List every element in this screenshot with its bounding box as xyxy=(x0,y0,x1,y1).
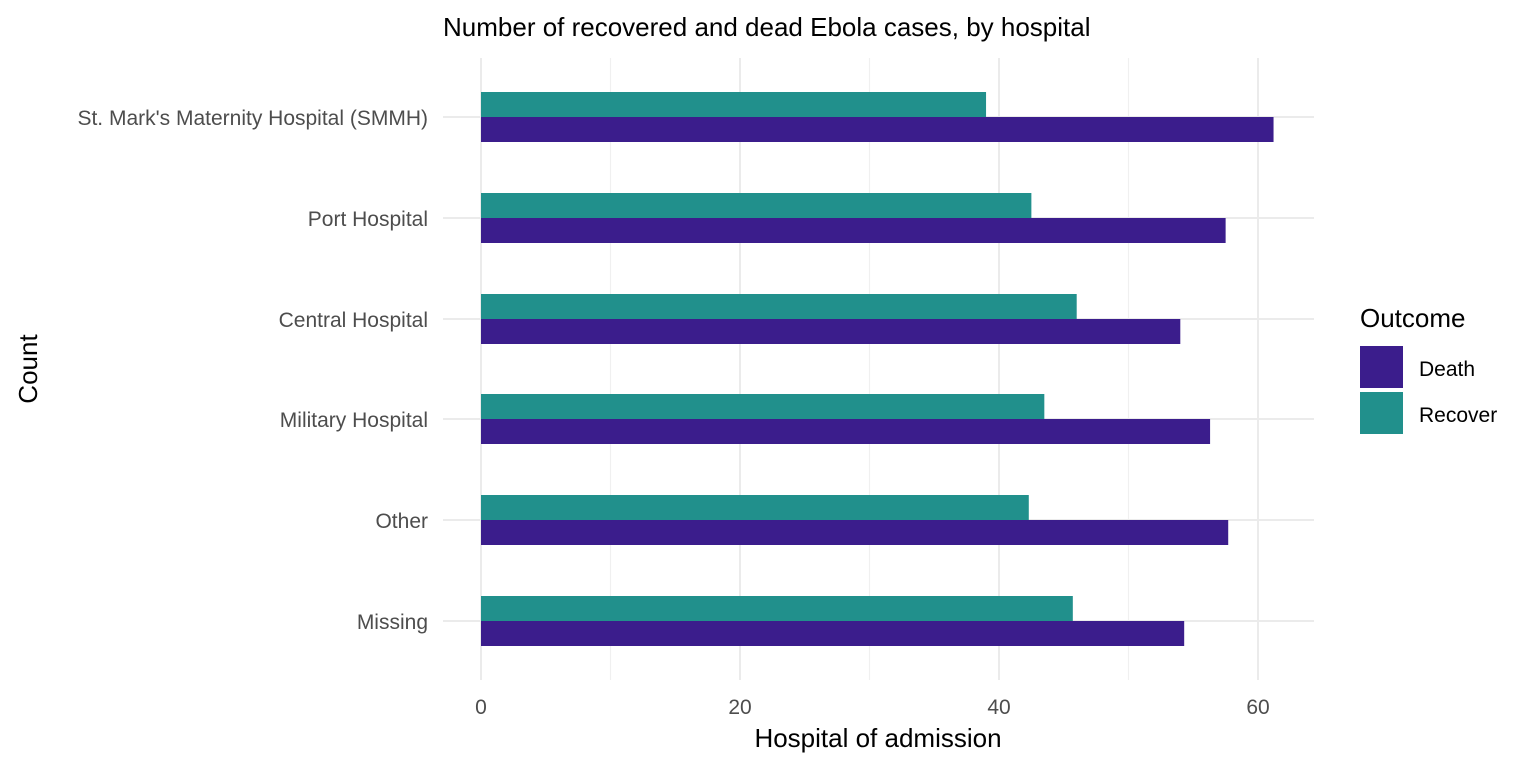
bar-recover xyxy=(481,92,987,117)
legend-items: Death Recover xyxy=(1360,346,1497,434)
legend-label-death: Death xyxy=(1419,358,1475,381)
legend: Outcome Death Recover xyxy=(1360,303,1497,434)
major-gridlines xyxy=(443,58,1314,680)
bar-recover xyxy=(481,294,1077,319)
y-axis-title: Count xyxy=(13,334,43,404)
bar-recover xyxy=(481,193,1032,218)
bar-death xyxy=(481,117,1274,142)
bar-death xyxy=(481,319,1181,344)
category-label: Port Hospital xyxy=(308,208,428,231)
bar-death xyxy=(481,520,1229,545)
x-tick-labels: 0 20 40 60 xyxy=(475,696,1270,719)
bar-recover xyxy=(481,596,1073,621)
x-tick-label: 0 xyxy=(475,696,487,719)
bar-death xyxy=(481,419,1211,444)
bar-recover xyxy=(481,495,1029,520)
bar-recover xyxy=(481,394,1045,419)
bar-death xyxy=(481,621,1185,646)
x-axis-title: Hospital of admission xyxy=(754,723,1001,753)
chart-title: Number of recovered and dead Ebola cases… xyxy=(443,12,1091,42)
bar-death xyxy=(481,218,1226,243)
legend-title: Outcome xyxy=(1360,303,1466,333)
legend-key-death xyxy=(1360,346,1403,388)
x-tick-label: 60 xyxy=(1246,696,1269,719)
category-label: Missing xyxy=(357,611,428,634)
bars-group xyxy=(481,92,1274,646)
category-label: Military Hospital xyxy=(280,409,428,432)
legend-key-recover xyxy=(1360,392,1403,434)
minor-gridlines xyxy=(609,58,1130,680)
legend-label-recover: Recover xyxy=(1419,404,1497,427)
category-label: St. Mark's Maternity Hospital (SMMH) xyxy=(77,107,428,130)
x-tick-label: 20 xyxy=(728,696,751,719)
category-label: Central Hospital xyxy=(279,309,428,332)
x-tick-label: 40 xyxy=(987,696,1010,719)
category-label: Other xyxy=(375,510,428,533)
category-labels: St. Mark's Maternity Hospital (SMMH) Port… xyxy=(77,107,428,634)
